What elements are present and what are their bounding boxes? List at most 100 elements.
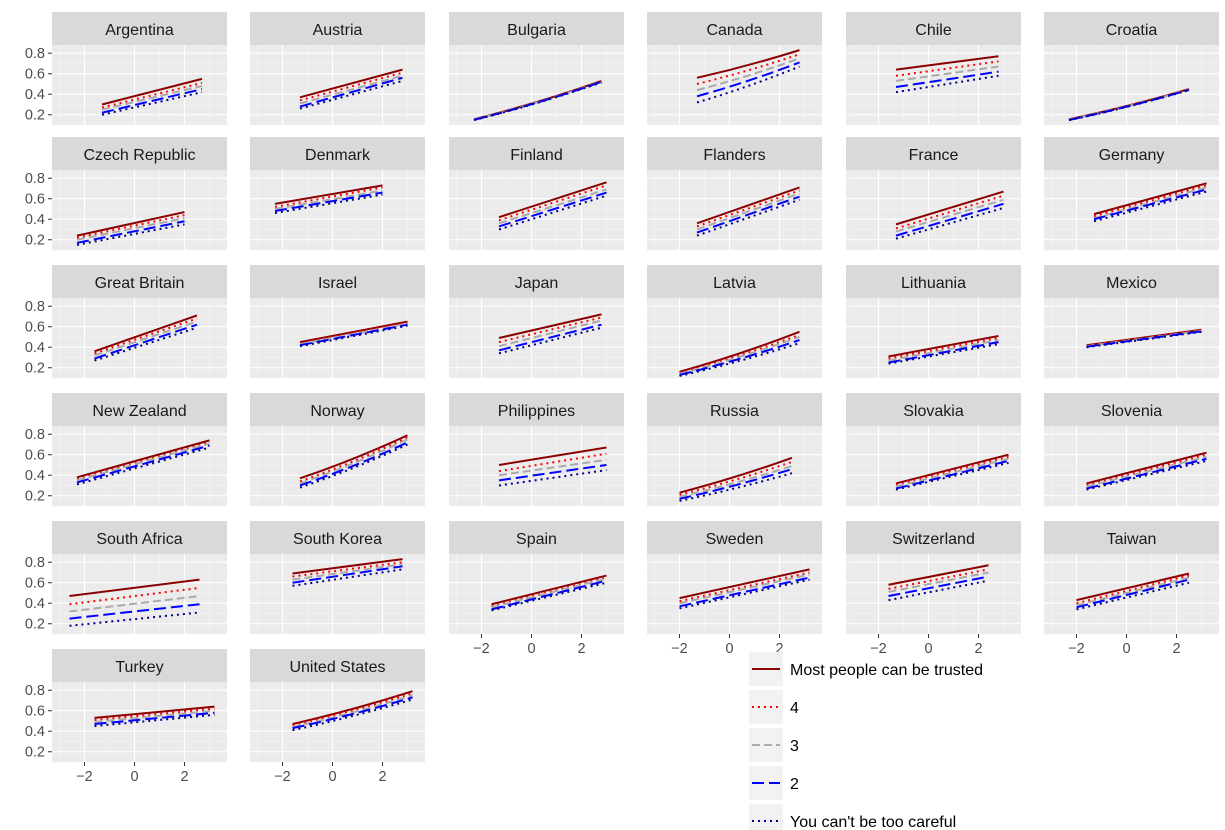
panel-germany: Germany: [1044, 137, 1219, 251]
series-line-1: [101, 81, 203, 109]
series-line-4: [679, 342, 800, 377]
series-line-1: [888, 337, 999, 360]
panel-background: [52, 426, 227, 506]
strip-canada: [647, 12, 822, 45]
x-tick-label: −2: [671, 641, 688, 657]
panel-japan: Japan: [449, 265, 624, 379]
strip-argentina: [52, 12, 227, 45]
series-line-2: [94, 709, 215, 723]
series-line-4: [498, 194, 607, 231]
series-line-4: [1076, 581, 1190, 611]
panel-czech-republic: Czech Republic 0.2 0.4 0.6 0.8: [25, 137, 227, 251]
x-tick-label: 2: [974, 641, 982, 657]
x-tick-label: 0: [328, 769, 336, 785]
x-tick-label: 2: [775, 641, 783, 657]
series-line-3: [69, 603, 200, 620]
x-tick-label: 2: [1172, 641, 1180, 657]
series-line-2: [299, 322, 408, 346]
y-tick-label: 0.8: [25, 555, 45, 571]
series-line-3: [292, 696, 413, 730]
x-tick-label: −2: [1068, 641, 1085, 657]
panel-background: [449, 298, 624, 378]
series-line-4: [101, 91, 203, 116]
panel-background: [846, 170, 1021, 250]
series-line-3: [696, 195, 800, 234]
series-line-2: [679, 573, 810, 605]
panel-background: [250, 45, 425, 125]
series-line-3: [1093, 188, 1207, 221]
strip-austria: [250, 12, 425, 45]
legend-label: Most people can be trusted: [790, 662, 983, 679]
strip-label: Latvia: [713, 275, 756, 292]
series-line-2: [895, 65, 999, 82]
panel-denmark: Denmark: [250, 137, 425, 251]
series-line-2: [1076, 576, 1190, 607]
panel-croatia: Croatia: [1044, 12, 1219, 126]
series-line-1: [679, 460, 793, 496]
panel-finland: Finland: [449, 137, 624, 251]
series-line-1: [94, 707, 215, 721]
y-tick-label: 0.4: [25, 87, 45, 103]
series-line-0: [299, 68, 403, 99]
y-tick-label: 0.8: [25, 299, 45, 315]
strip-slovenia: [1044, 393, 1219, 426]
series-line-4: [491, 581, 607, 612]
series-line-2: [1093, 186, 1207, 220]
series-line-1: [895, 455, 1009, 486]
series-line-4: [1093, 190, 1207, 223]
panel-argentina: Argentina 0.2 0.4 0.6 0.8: [25, 12, 227, 126]
series-line-3: [696, 61, 800, 98]
series-line-0: [679, 456, 793, 494]
series-line-1: [888, 568, 989, 590]
series-line-3: [292, 565, 403, 584]
series-line-2: [888, 571, 989, 593]
series-line-3: [299, 323, 408, 347]
series-line-2: [1086, 455, 1207, 488]
series-line-4: [696, 65, 800, 104]
strip-spain: [449, 521, 624, 554]
strip-label: Lithuania: [901, 275, 966, 292]
series-line-2: [895, 198, 1004, 233]
strip-label: South Korea: [293, 531, 382, 548]
x-tick-label: 0: [1122, 641, 1130, 657]
panel-taiwan: Taiwan: [1044, 521, 1219, 635]
y-tick-label: 0.8: [25, 427, 45, 443]
strip-label: Norway: [310, 403, 364, 420]
x-tick-label: 2: [180, 769, 188, 785]
legend-label: 3: [790, 738, 799, 755]
x-tick-label: 2: [378, 769, 386, 785]
series-line-3: [895, 459, 1009, 490]
strip-bulgaria: [449, 12, 624, 45]
series-line-3: [679, 576, 810, 608]
series-line-2: [696, 57, 800, 92]
series-line-1: [69, 586, 200, 606]
panel-spain: Spain: [449, 521, 624, 635]
strip-label: United States: [289, 659, 385, 676]
x-tick-label: −2: [473, 641, 490, 657]
series-line-2: [696, 192, 800, 231]
strip-chile: [846, 12, 1021, 45]
series-line-0: [888, 334, 999, 358]
y-tick-label: 0.2: [25, 233, 45, 249]
strip-israel: [250, 265, 425, 298]
series-line-0: [76, 439, 210, 479]
panel-background: [52, 45, 227, 125]
series-line-4: [888, 579, 989, 602]
strip-japan: [449, 265, 624, 298]
series-line-3: [679, 468, 793, 500]
series-line-4: [1086, 330, 1202, 349]
strip-label: Flanders: [703, 147, 765, 164]
strip-germany: [1044, 137, 1219, 170]
series-line-0: [94, 314, 198, 353]
series-line-0: [895, 55, 999, 71]
series-line-3: [274, 191, 383, 213]
y-tick-label: 0.4: [25, 340, 45, 356]
y-tick-label: 0.4: [25, 596, 45, 612]
panel-sweden: Sweden: [647, 521, 822, 635]
y-tick-label: 0.2: [25, 617, 45, 633]
series-line-3: [498, 463, 607, 482]
legend-label: 2: [790, 776, 799, 793]
series-line-3: [498, 191, 607, 228]
strip-label: Taiwan: [1107, 531, 1157, 548]
